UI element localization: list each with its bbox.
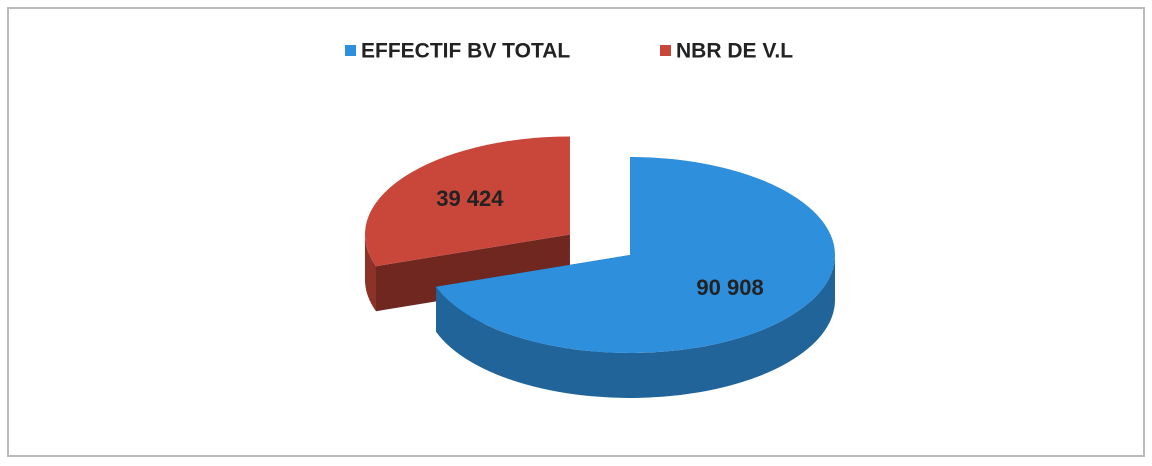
legend-label: EFFECTIF BV TOTAL: [361, 40, 570, 63]
pie-slice: [364, 136, 570, 312]
slice-top: [436, 157, 835, 353]
legend-swatch: [660, 45, 671, 56]
legend-swatch: [345, 45, 356, 56]
slice-wall: [364, 234, 377, 312]
slice-cut-face: [376, 234, 570, 312]
slice-top: [364, 136, 570, 267]
legend-label: NBR DE V.L: [676, 40, 793, 63]
pie-slice: [436, 157, 835, 398]
data-label: 39 424: [436, 186, 504, 211]
slice-wall: [436, 255, 835, 398]
data-label: 90 908: [696, 275, 763, 300]
